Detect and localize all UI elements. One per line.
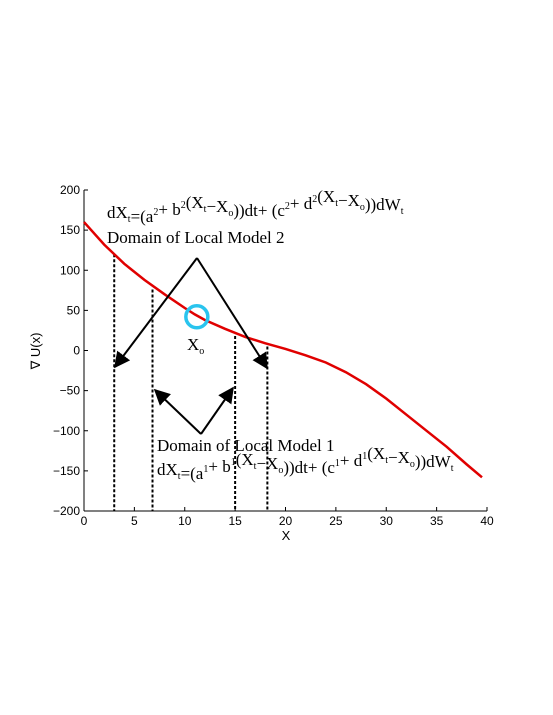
x-tick-label: 10	[178, 514, 192, 528]
model1-arrow	[153, 388, 202, 435]
arrows	[114, 257, 268, 435]
y-tick-label: −150	[53, 464, 80, 478]
x-tick-label: 35	[430, 514, 444, 528]
x-tick-label: 20	[279, 514, 293, 528]
y-tick-label: 50	[67, 303, 81, 317]
model1-equation: dXt=(a1+ b1(Xt−Xo))dt+ (c1+ d1(Xt−Xo))dW…	[157, 444, 454, 483]
x-tick-label: 15	[228, 514, 242, 528]
axes: 0 5 10 15 20 25 30 35 40 200 150 100 50 0 −50 −100 −150 −…	[53, 183, 494, 528]
x-tick-label: 5	[131, 514, 138, 528]
y-tick-label: 150	[60, 223, 80, 237]
x-tick-label: 0	[81, 514, 88, 528]
model2-arrow	[114, 257, 198, 369]
x-tick-label: 30	[380, 514, 394, 528]
y-tick-label: −200	[53, 504, 80, 518]
domain-lines	[113, 254, 269, 511]
y-tick-label: 100	[60, 263, 80, 277]
y-tick-label: 200	[60, 183, 80, 197]
y-tick-label: −50	[60, 384, 81, 398]
y-tick-label: −100	[53, 424, 80, 438]
y-axis-label: ∇ U(x)	[28, 333, 43, 371]
model1-title: Domain of Local Model 1	[157, 436, 335, 455]
x-tick-label: 25	[329, 514, 343, 528]
x0-marker	[184, 304, 210, 330]
model2-title: Domain of Local Model 2	[107, 228, 285, 247]
x-tick-label: 40	[480, 514, 494, 528]
model1-arrow	[200, 386, 234, 435]
series-line	[83, 221, 483, 479]
x-axis-label: X	[282, 528, 291, 543]
x0-label: Xo	[187, 335, 204, 357]
model2-arrow	[196, 257, 268, 370]
y-tick-label: 0	[73, 344, 80, 358]
model2-equation: dXt=(a2+ b2(Xt−Xo))dt+ (c2+ d2(Xt−Xo))dW…	[107, 187, 404, 226]
